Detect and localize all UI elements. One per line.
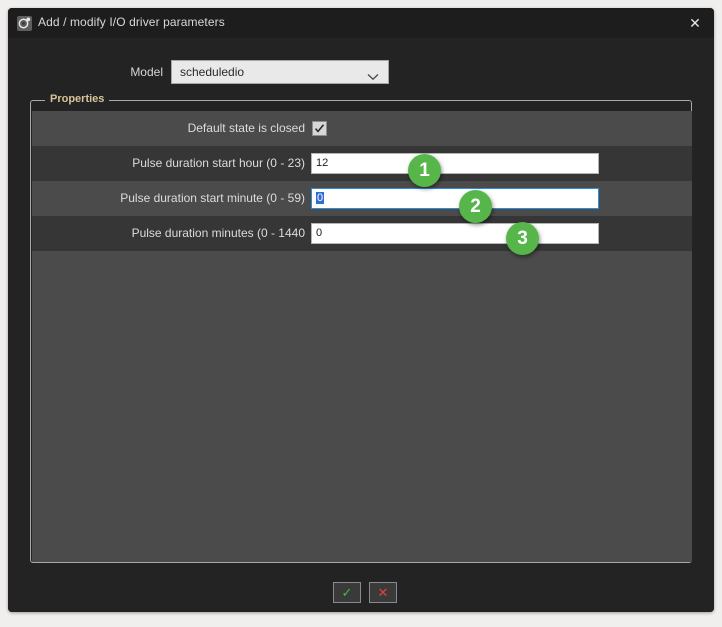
model-row: Model scheduledio <box>8 60 714 86</box>
ok-button[interactable]: ✓ <box>333 582 361 603</box>
start-minute-value: 0 <box>316 192 325 204</box>
row-label: Default state is closed <box>187 121 305 135</box>
property-row-start-minute: Pulse duration start minute (0 - 59) 0 <box>32 181 692 216</box>
start-hour-value: 12 <box>316 157 329 169</box>
close-icon[interactable]: ✕ <box>689 15 701 31</box>
duration-minutes-value: 0 <box>316 227 323 239</box>
properties-groupbox: Properties Default state is closed Pulse… <box>30 93 692 563</box>
dialog-window: Add / modify I/O driver parameters ✕ Mod… <box>8 8 714 612</box>
model-dropdown[interactable]: scheduledio <box>171 60 389 84</box>
property-row-default-state: Default state is closed <box>32 111 692 146</box>
properties-rows: Default state is closed Pulse duration s… <box>32 111 692 562</box>
row-label: Pulse duration start hour (0 - 23) <box>132 156 305 170</box>
model-label: Model <box>130 65 163 79</box>
properties-legend: Properties <box>45 93 110 105</box>
dialog-footer: ✓ ✕ <box>8 574 714 612</box>
dialog-body: Model scheduledio Properties Default sta… <box>8 38 714 612</box>
annotation-badge-3: 3 <box>506 222 539 255</box>
row-label: Pulse duration start minute (0 - 59) <box>120 191 305 205</box>
chevron-down-icon <box>367 68 379 86</box>
start-hour-input[interactable]: 12 <box>311 153 599 174</box>
start-minute-input[interactable]: 0 <box>311 188 599 209</box>
gear-icon <box>17 16 32 31</box>
duration-minutes-input[interactable]: 0 <box>311 223 599 244</box>
model-selected-value: scheduledio <box>180 65 245 79</box>
default-state-checkbox[interactable] <box>312 121 327 136</box>
annotation-badge-1: 1 <box>408 154 441 187</box>
empty-rows-area <box>32 251 692 562</box>
title-bar: Add / modify I/O driver parameters ✕ <box>8 8 714 39</box>
annotation-badge-2: 2 <box>459 190 492 223</box>
row-label: Pulse duration minutes (0 - 1440 <box>131 226 305 240</box>
property-row-start-hour: Pulse duration start hour (0 - 23) 12 <box>32 146 692 181</box>
window-title: Add / modify I/O driver parameters <box>38 15 225 29</box>
property-row-duration-minutes: Pulse duration minutes (0 - 1440 0 <box>32 216 692 251</box>
cancel-button[interactable]: ✕ <box>369 582 397 603</box>
